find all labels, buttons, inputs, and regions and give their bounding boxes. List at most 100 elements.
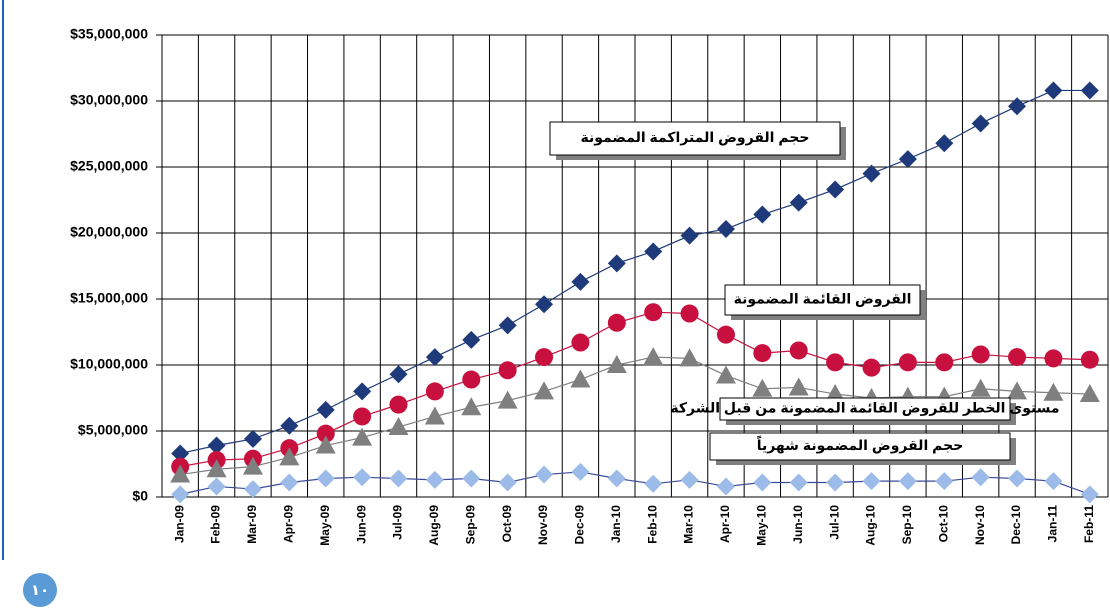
y-tick-label: $30,000,000 [70, 92, 148, 108]
page-number: ١٠ [31, 582, 49, 599]
point [1080, 350, 1099, 369]
point [862, 358, 881, 377]
x-tick-label: Jan-11 [1046, 505, 1060, 543]
point [789, 473, 808, 492]
point [752, 378, 773, 397]
point [571, 462, 590, 481]
point [644, 303, 663, 322]
x-tick-label: Jun-10 [791, 505, 805, 544]
point [534, 381, 555, 400]
point [242, 456, 263, 475]
annotation-box [709, 432, 1011, 461]
x-tick-label: Nov-10 [973, 505, 987, 545]
point [753, 473, 772, 492]
x-tick-label: Jan-10 [609, 505, 623, 543]
point [243, 480, 262, 499]
x-tick-label: Oct-10 [936, 505, 950, 543]
point [170, 464, 191, 483]
point [352, 427, 373, 446]
point [1007, 381, 1028, 400]
x-tick-label: Oct-09 [500, 505, 514, 543]
y-tick-label: $20,000,000 [70, 224, 148, 240]
point [607, 313, 626, 332]
annotation: القروض القائمة المضمونة [734, 291, 912, 308]
point [1043, 382, 1064, 401]
point [1079, 384, 1100, 403]
point [571, 272, 590, 291]
point [680, 304, 699, 323]
x-tick-label: Apr-10 [718, 505, 732, 543]
x-tick-label: Dec-10 [1009, 505, 1023, 545]
y-tick-label: $0 [132, 488, 148, 504]
point [315, 435, 336, 454]
point [425, 470, 444, 489]
y-tick-label: $5,000,000 [78, 422, 148, 438]
point [171, 444, 190, 463]
point [898, 353, 917, 372]
point [207, 436, 226, 455]
x-tick-label: Jul-10 [827, 505, 841, 540]
point [498, 473, 517, 492]
point [207, 477, 226, 496]
point [1044, 472, 1063, 491]
point [389, 469, 408, 488]
point [498, 316, 517, 335]
point [1080, 485, 1099, 504]
point [789, 341, 808, 360]
x-tick-label: May-09 [318, 505, 332, 546]
point [571, 333, 590, 352]
point [971, 114, 990, 133]
point [206, 459, 227, 478]
series-line [180, 356, 1090, 476]
point [425, 348, 444, 367]
point [498, 361, 517, 380]
point [935, 134, 954, 153]
annotation-box [549, 121, 841, 156]
point [280, 416, 299, 435]
point [644, 242, 663, 261]
point [279, 447, 300, 466]
point [1008, 469, 1027, 488]
point [243, 429, 262, 448]
x-tick-label: Apr-09 [282, 505, 296, 543]
point [388, 417, 409, 436]
annotation: مستوى الخطر للقروض القائمة المضمونة من ق… [670, 400, 1059, 417]
point [316, 469, 335, 488]
x-tick-label: Jan-09 [172, 505, 186, 543]
point [753, 344, 772, 363]
x-tick-label: Aug-10 [864, 505, 878, 546]
point [1008, 97, 1027, 116]
point [535, 295, 554, 314]
point [353, 468, 372, 487]
point [862, 472, 881, 491]
point [935, 353, 954, 372]
point [389, 365, 408, 384]
point [462, 370, 481, 389]
point [462, 469, 481, 488]
point [716, 220, 735, 239]
y-tick-label: $25,000,000 [70, 158, 148, 174]
x-tick-label: Sep-09 [463, 505, 477, 545]
point [461, 397, 482, 416]
point [826, 473, 845, 492]
point [971, 468, 990, 487]
x-tick-label: May-10 [755, 505, 769, 546]
point [1080, 81, 1099, 100]
point [1044, 81, 1063, 100]
annotation-box [724, 284, 921, 316]
point [898, 150, 917, 169]
point [535, 348, 554, 367]
y-tick-label: $10,000,000 [70, 356, 148, 372]
point [535, 465, 554, 484]
x-tick-label: Mar-10 [682, 505, 696, 544]
point [970, 378, 991, 397]
point [389, 395, 408, 414]
point [826, 353, 845, 372]
y-tick-label: $15,000,000 [70, 290, 148, 306]
x-tick-label: Nov-09 [536, 505, 550, 545]
annotation-box [719, 397, 1011, 421]
x-tick-label: Aug-09 [427, 505, 441, 546]
point [788, 377, 809, 396]
point [353, 382, 372, 401]
